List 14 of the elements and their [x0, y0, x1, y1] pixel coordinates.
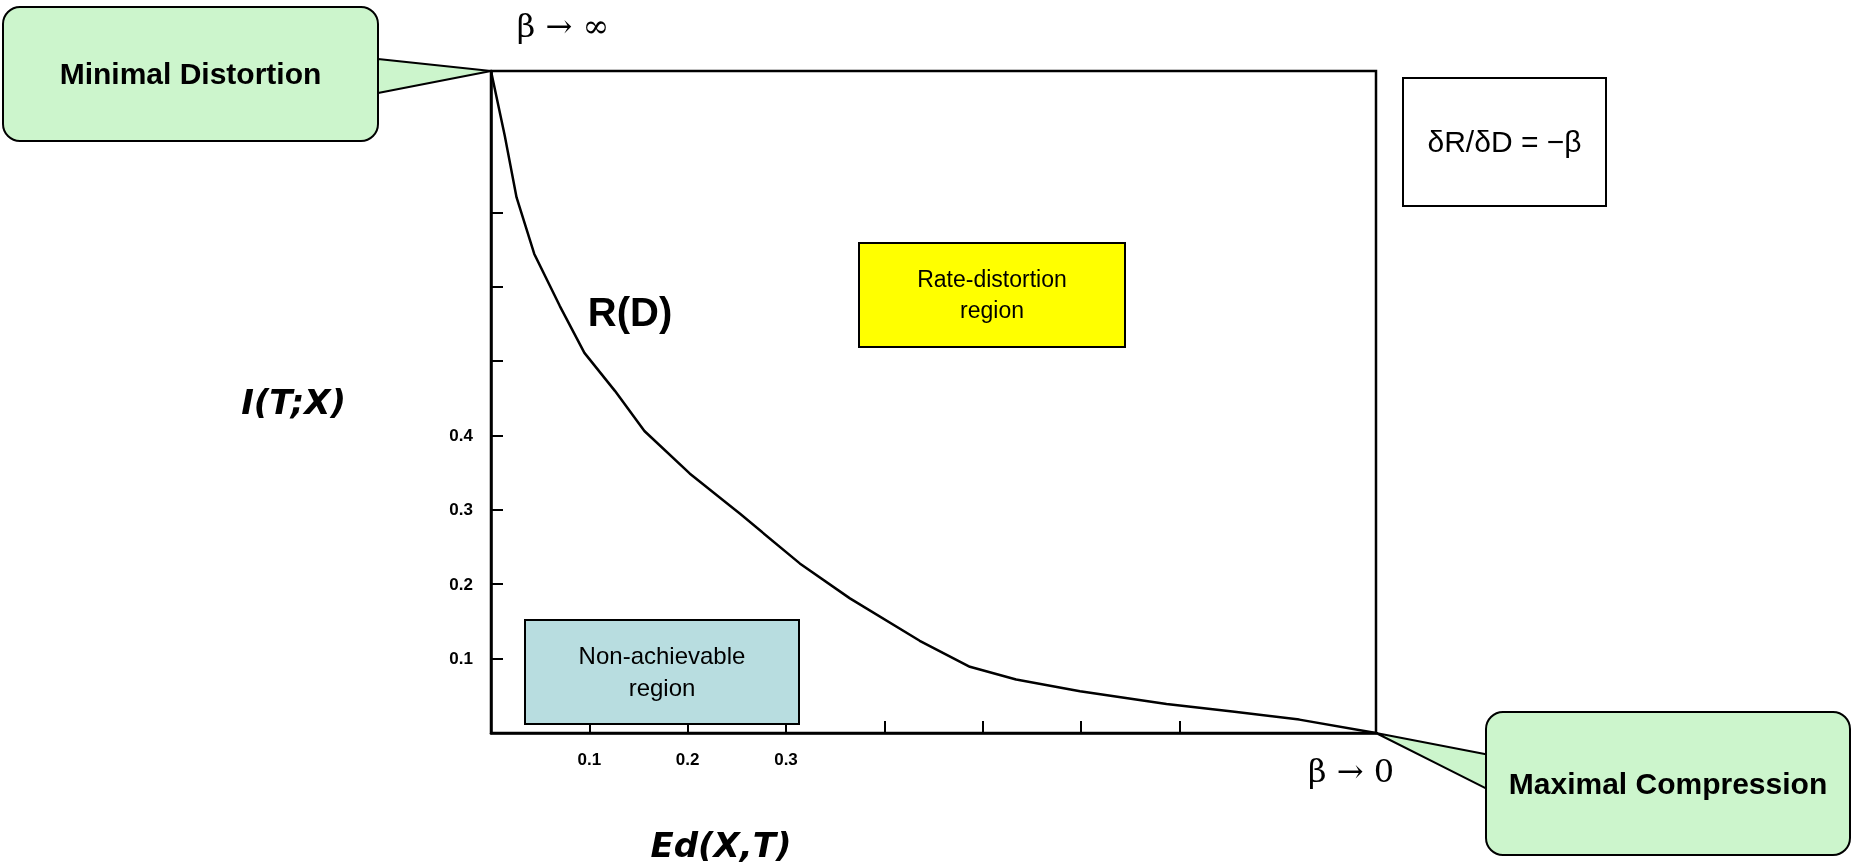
x-tick-label: 0.2: [675, 750, 700, 769]
x-tick-label: 0.3: [774, 750, 798, 769]
y-tick-label: 0.1: [449, 649, 473, 669]
y-axis-title: I(T;X): [241, 382, 346, 422]
annotation: R(D): [586, 288, 674, 336]
text: β → ∞: [515, 6, 611, 47]
x-tick-label: 0.1: [577, 750, 602, 769]
text: Maximal Compression: [1485, 711, 1851, 856]
y-tick-label: 0.3: [449, 500, 473, 520]
text: β → 0: [1307, 752, 1394, 790]
x-axis-title: Ed(X,T): [650, 825, 792, 862]
y-tick-label: 0.4: [449, 425, 474, 445]
y-tick-label: 0.2: [449, 574, 473, 594]
text: Minimal Distortion: [2, 6, 379, 142]
